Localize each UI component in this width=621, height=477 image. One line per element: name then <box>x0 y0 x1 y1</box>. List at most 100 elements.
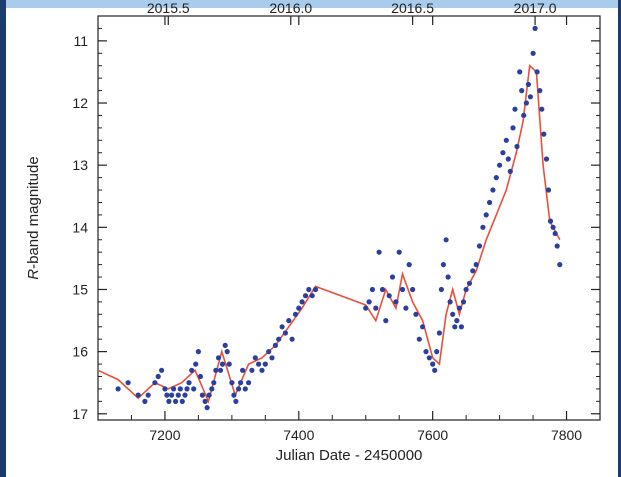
data-point <box>466 280 473 286</box>
data-point <box>386 293 392 299</box>
data-point <box>470 268 476 274</box>
photometry-points <box>115 25 563 411</box>
data-point <box>396 249 402 255</box>
data-point <box>259 367 265 373</box>
data-point <box>206 392 212 398</box>
top-axis-label: 2016.5 <box>391 0 434 16</box>
data-point <box>211 380 217 386</box>
data-point <box>450 311 456 317</box>
data-point <box>296 305 302 311</box>
data-point <box>222 342 228 348</box>
data-point <box>447 299 453 305</box>
y-axis-title-rest: -band magnitude <box>25 156 42 269</box>
data-point <box>530 50 536 56</box>
data-point <box>373 305 379 311</box>
data-point <box>552 230 558 237</box>
data-point <box>521 112 527 118</box>
data-point <box>490 187 496 193</box>
tick-labels: 7200 7400 7600 7800 2015.5 2016.0 2016.5 2017.0… <box>72 0 582 443</box>
data-point <box>125 380 131 386</box>
y-axis-title: R-band magnitude <box>25 156 42 279</box>
data-point <box>204 405 210 411</box>
data-point <box>363 305 369 311</box>
x-axis-title: Julian Date - 2450000 <box>276 447 423 464</box>
data-point <box>525 81 532 87</box>
data-point <box>423 349 429 355</box>
data-point <box>236 386 242 392</box>
y-tick-label: 13 <box>72 157 88 173</box>
data-point <box>209 386 215 392</box>
y-tick-label: 16 <box>72 344 88 360</box>
top-axis-label: 2016.0 <box>269 0 312 16</box>
data-point <box>202 398 208 404</box>
data-point <box>454 318 460 324</box>
data-point <box>545 187 552 193</box>
data-point <box>399 286 406 293</box>
data-point <box>393 299 399 305</box>
data-point <box>193 361 199 367</box>
data-point <box>503 137 509 143</box>
data-point <box>410 286 416 293</box>
data-point <box>519 88 525 94</box>
data-point <box>252 355 258 361</box>
data-point <box>164 392 170 398</box>
data-point <box>215 355 222 361</box>
data-point <box>550 224 556 230</box>
data-point <box>460 299 467 305</box>
data-point <box>184 386 190 392</box>
data-point <box>438 286 444 293</box>
data-point <box>231 392 237 398</box>
data-point <box>145 392 151 398</box>
data-point <box>458 324 464 330</box>
plot-frame <box>97 15 601 421</box>
data-point <box>473 262 479 268</box>
data-point <box>272 342 278 348</box>
data-point <box>445 274 451 280</box>
data-point <box>517 69 523 75</box>
axis-ticks <box>98 16 601 420</box>
y-tick-label: 14 <box>72 219 88 235</box>
data-point <box>416 336 422 342</box>
model-curve <box>97 64 561 404</box>
data-point <box>286 318 292 324</box>
data-point <box>186 380 192 386</box>
data-point <box>463 286 469 293</box>
y-tick-label: 11 <box>73 33 88 49</box>
y-tick-label: 15 <box>72 281 88 297</box>
data-point <box>217 367 224 373</box>
data-point <box>434 349 440 355</box>
y-axis-title-italic: R <box>25 269 42 280</box>
data-point <box>142 398 148 404</box>
data-point <box>289 336 295 342</box>
data-point <box>177 386 183 392</box>
data-point <box>476 243 483 249</box>
data-point <box>483 212 489 218</box>
data-point <box>500 150 506 156</box>
data-point <box>199 392 205 398</box>
data-point <box>406 262 412 268</box>
data-point <box>233 398 239 404</box>
data-point <box>312 286 319 293</box>
data-point <box>547 218 554 224</box>
data-point <box>366 299 372 305</box>
data-point <box>238 380 244 386</box>
data-point <box>279 324 285 330</box>
data-point <box>543 156 550 162</box>
chart-panel <box>6 8 618 477</box>
data-point <box>135 392 141 398</box>
data-point <box>262 361 268 367</box>
data-point <box>493 175 499 181</box>
data-point <box>436 330 442 336</box>
data-point <box>162 386 168 392</box>
data-point <box>175 392 181 398</box>
data-point <box>554 243 560 249</box>
data-point <box>197 373 203 380</box>
data-point <box>299 299 305 305</box>
data-point <box>456 305 462 311</box>
data-point <box>389 274 396 280</box>
data-point <box>159 367 165 373</box>
data-point <box>189 367 195 373</box>
x-tick-label: 7200 <box>149 427 180 443</box>
data-point <box>443 237 449 243</box>
